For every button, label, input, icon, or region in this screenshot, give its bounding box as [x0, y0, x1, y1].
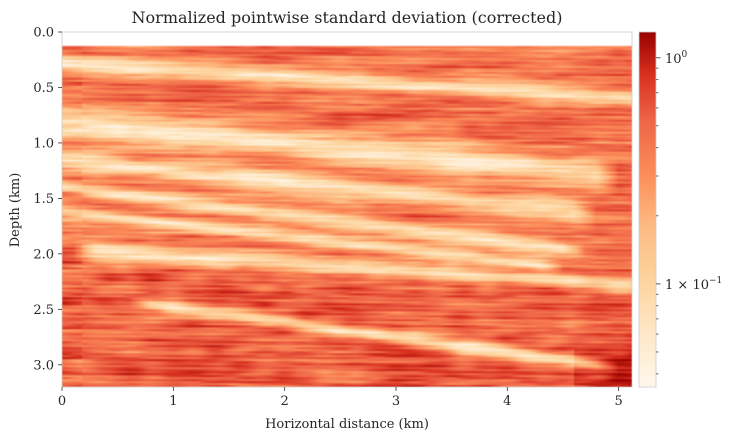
y-tick-label: 1.0 [33, 136, 54, 151]
x-tick-label: 5 [615, 394, 623, 409]
x-tick-label: 1 [169, 394, 177, 409]
x-tick-label: 4 [503, 394, 511, 409]
y-axis-ticks: 0.0 0.5 1.0 1.5 2.0 2.5 3.0 [33, 26, 62, 373]
y-axis-label: Depth (km) [8, 173, 23, 248]
y-tick-label: 1.5 [33, 192, 54, 207]
y-tick-label: 2.0 [33, 247, 54, 262]
y-tick-label: 3.0 [33, 358, 54, 373]
heatmap-image [62, 32, 632, 387]
plot-frame [61, 31, 633, 388]
colorbar-tick-label: 100 [665, 50, 688, 67]
colorbar [638, 31, 657, 388]
y-tick-label: 2.5 [33, 303, 54, 318]
x-tick-label: 0 [58, 394, 66, 409]
x-tick-label: 2 [281, 394, 289, 409]
y-tick-label: 0.5 [33, 81, 54, 96]
y-tick-label: 0.0 [33, 26, 54, 41]
chart-title: Normalized pointwise standard deviation … [132, 8, 563, 27]
colorbar-tick-label: 1 × 10−1 [665, 276, 722, 293]
x-tick-label: 3 [392, 394, 400, 409]
x-axis-ticks: 0 1 2 3 4 5 [58, 387, 623, 409]
colorbar-ticks: 100 1 × 10−1 [656, 50, 722, 375]
x-axis-label: Horizontal distance (km) [265, 417, 429, 432]
